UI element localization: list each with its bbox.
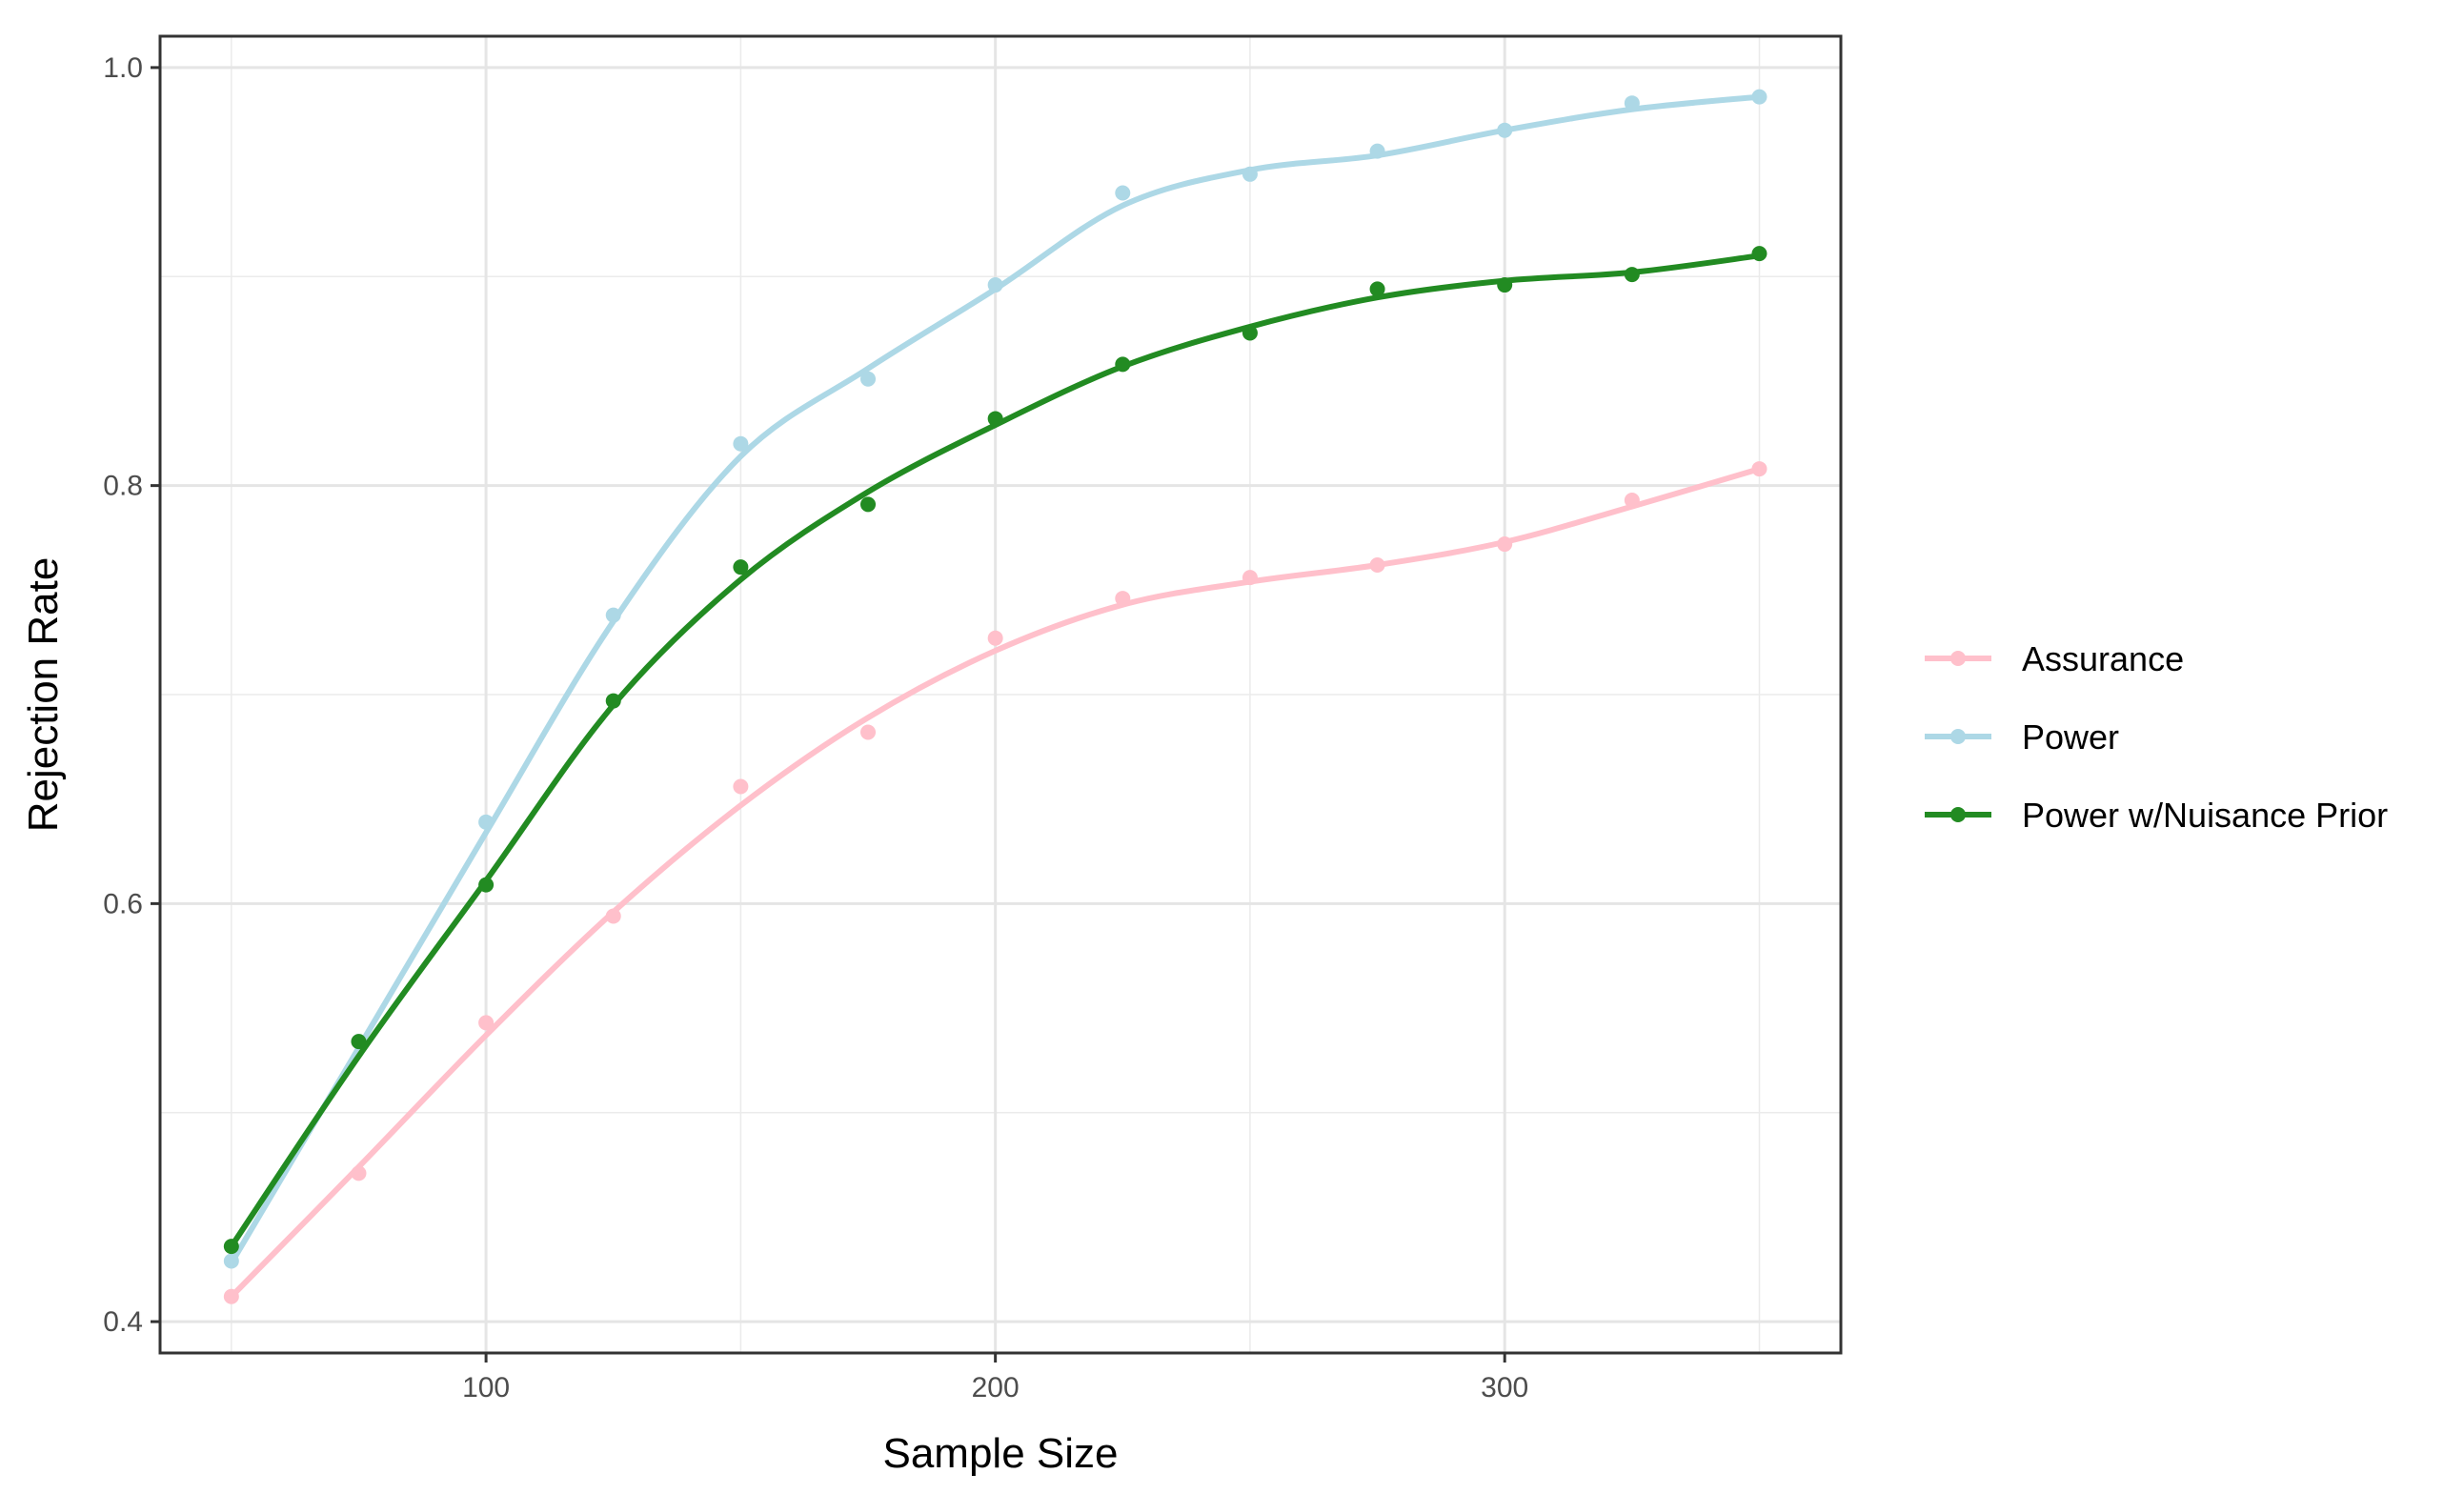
series-power xyxy=(223,89,1767,1269)
data-point-power xyxy=(1115,185,1131,201)
data-point-power-w-nuisance-prior xyxy=(605,693,621,709)
legend: Assurance Power Power w/Nuisance Prior xyxy=(1925,639,2388,835)
data-point-assurance xyxy=(1115,591,1131,607)
minor-gridlines xyxy=(160,36,1841,1353)
data-point-power-w-nuisance-prior xyxy=(1497,277,1513,293)
data-point-power xyxy=(1497,122,1513,138)
data-point-power xyxy=(860,371,877,387)
legend-key-point xyxy=(1950,651,1966,666)
data-point-power xyxy=(605,607,621,623)
x-axis-title: Sample Size xyxy=(882,1430,1118,1477)
legend-label: Assurance xyxy=(2022,639,2184,678)
series-layer xyxy=(223,89,1767,1304)
x-tick-label: 100 xyxy=(462,1372,510,1403)
y-tick-label: 0.6 xyxy=(103,888,143,919)
legend-label: Power w/Nuisance Prior xyxy=(2022,796,2388,835)
data-point-power-w-nuisance-prior xyxy=(1624,267,1640,283)
data-point-power-w-nuisance-prior xyxy=(733,559,749,575)
data-point-assurance xyxy=(1242,570,1258,586)
data-point-power xyxy=(1369,143,1385,159)
legend-key-point xyxy=(1950,807,1966,822)
data-point-power xyxy=(1242,166,1258,182)
series-assurance xyxy=(223,461,1767,1304)
y-axis: 0.4 0.6 0.8 1.0 xyxy=(103,52,160,1338)
legend-item-power-w-nuisance-prior: Power w/Nuisance Prior xyxy=(1925,796,2388,835)
x-tick-label: 200 xyxy=(972,1372,1020,1403)
legend-item-assurance: Assurance xyxy=(1925,639,2184,678)
data-point-power-w-nuisance-prior xyxy=(987,411,1003,427)
data-point-assurance xyxy=(987,630,1003,646)
y-tick-label: 0.8 xyxy=(103,471,143,502)
data-point-power-w-nuisance-prior xyxy=(860,496,877,513)
data-point-power xyxy=(1751,89,1767,105)
data-point-assurance xyxy=(860,724,877,740)
data-point-power-w-nuisance-prior xyxy=(1242,325,1258,341)
data-point-assurance xyxy=(1751,461,1767,477)
series-line-power-w-nuisance-prior xyxy=(228,252,1763,1250)
x-axis: 100 200 300 xyxy=(462,1353,1528,1403)
y-tick-label: 1.0 xyxy=(103,52,143,84)
data-point-power xyxy=(733,435,749,452)
data-point-power xyxy=(1624,95,1640,111)
series-power-w-nuisance-prior xyxy=(223,246,1767,1255)
y-axis-title: Rejection Rate xyxy=(20,557,67,833)
legend-label: Power xyxy=(2022,717,2119,757)
data-point-assurance xyxy=(733,778,749,795)
y-tick-label: 0.4 xyxy=(103,1306,143,1338)
data-point-assurance xyxy=(223,1288,239,1304)
data-point-assurance xyxy=(605,908,621,924)
data-point-assurance xyxy=(478,1015,495,1031)
data-point-assurance xyxy=(1369,556,1385,573)
data-point-power-w-nuisance-prior xyxy=(478,877,495,893)
legend-item-power: Power xyxy=(1925,717,2119,757)
data-point-power xyxy=(987,277,1003,293)
plot-panel-border xyxy=(158,34,1843,1355)
data-point-power xyxy=(223,1253,239,1269)
data-point-power-w-nuisance-prior xyxy=(351,1034,367,1050)
major-gridlines xyxy=(160,36,1841,1353)
data-point-assurance xyxy=(1497,536,1513,553)
data-point-assurance xyxy=(1624,492,1640,508)
x-tick-label: 300 xyxy=(1481,1372,1528,1403)
data-point-power-w-nuisance-prior xyxy=(223,1239,239,1255)
data-point-power-w-nuisance-prior xyxy=(1115,356,1131,373)
data-point-power xyxy=(478,814,495,830)
data-point-power-w-nuisance-prior xyxy=(1751,246,1767,262)
legend-key-point xyxy=(1950,729,1966,744)
data-point-assurance xyxy=(351,1165,367,1181)
data-point-power-w-nuisance-prior xyxy=(1369,281,1385,297)
series-line-power xyxy=(228,93,1763,1266)
